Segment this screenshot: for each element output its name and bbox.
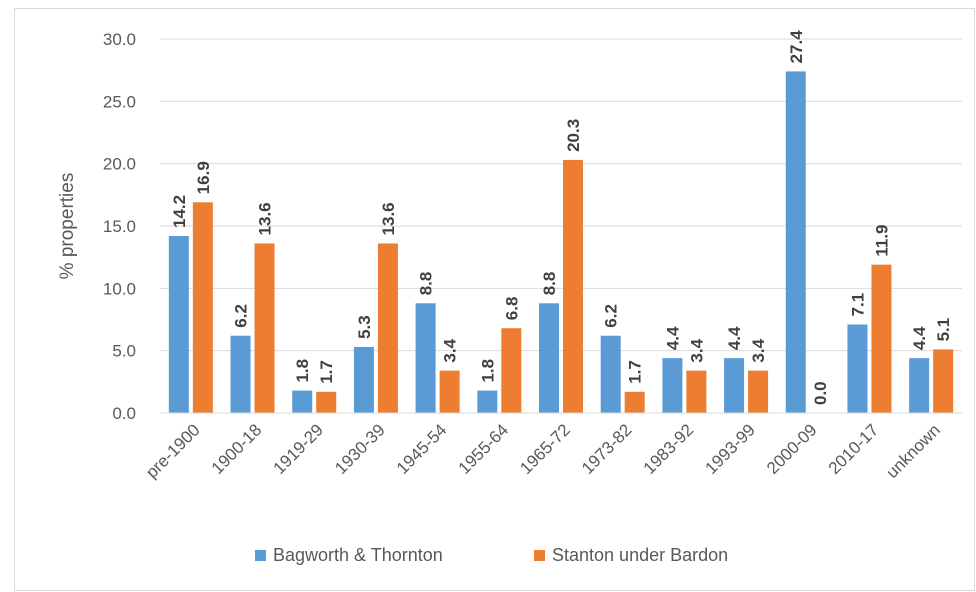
bar-bagworth: [292, 390, 313, 413]
x-axis-ticks: pre-1900 1900-18 1919-29 1930-39 1945-54 1955…: [142, 420, 944, 482]
x-tick-label: 1983-92: [640, 420, 698, 478]
bar-bagworth: [600, 335, 621, 413]
y-tick-label: 30.0: [103, 30, 136, 49]
data-label: 6.8: [502, 297, 521, 321]
x-tick-label: pre-1900: [142, 420, 204, 482]
y-axis-title: % properties: [57, 173, 78, 280]
x-tick-label: 1900-18: [208, 420, 266, 478]
bar-stanton: [377, 243, 398, 413]
legend-label: Stanton under Bardon: [552, 545, 728, 565]
bar-stanton: [871, 264, 892, 413]
gridlines: [160, 38, 962, 352]
data-label: 7.1: [848, 293, 867, 317]
bar-stanton: [933, 349, 954, 413]
y-tick-label: 10.0: [103, 279, 136, 298]
y-tick-label: 25.0: [103, 92, 136, 111]
data-label: 6.2: [602, 304, 621, 328]
x-tick-label: 1945-54: [393, 420, 451, 478]
legend-swatch: [255, 550, 266, 561]
data-label: 20.3: [564, 119, 583, 152]
data-label: 3.4: [441, 338, 460, 362]
data-label: 1.7: [317, 360, 336, 384]
data-label: 11.9: [872, 224, 891, 256]
bar-stanton: [563, 159, 583, 413]
data-label: 3.4: [687, 338, 706, 362]
bar-bagworth: [477, 390, 498, 413]
data-label: 14.2: [170, 195, 189, 228]
legend-swatch: [534, 550, 545, 561]
x-tick-label: 1973-82: [578, 420, 636, 478]
data-label: 4.4: [663, 326, 682, 350]
bar-bagworth: [168, 235, 189, 413]
data-label: 4.4: [725, 326, 744, 350]
bar-stanton: [624, 391, 645, 413]
data-label: 1.8: [478, 359, 497, 383]
bar-bagworth: [909, 358, 930, 413]
data-label: 16.9: [194, 161, 213, 194]
y-tick-label: 20.0: [103, 155, 136, 174]
bar-bagworth: [415, 303, 436, 413]
x-tick-label: 1993-99: [701, 420, 759, 478]
data-labels: 14.2 16.9 6.2 13.6 1.8 1.7 5.3 13.6 8.8 3.4 1.8 6.8…: [170, 30, 953, 405]
data-label: 6.2: [232, 304, 251, 328]
data-label: 13.6: [256, 202, 275, 235]
data-label: 13.6: [379, 202, 398, 235]
bar-bagworth: [662, 358, 683, 413]
bar-bagworth: [785, 71, 806, 413]
bar-bagworth: [230, 335, 251, 413]
y-axis-ticks: 0.0 5.0 10.0 15.0 20.0 25.0 30.0: [103, 30, 136, 423]
data-label: 1.8: [293, 359, 312, 383]
data-label: 5.3: [355, 315, 374, 339]
data-label: 0.0: [811, 381, 830, 405]
legend-label: Bagworth & Thornton: [273, 545, 443, 565]
legend: Bagworth & Thornton Stanton under Bardon: [255, 545, 728, 565]
x-tick-label: 1919-29: [270, 420, 328, 478]
data-label: 1.7: [626, 360, 645, 384]
data-label: 4.4: [910, 326, 929, 350]
bar-stanton: [316, 391, 337, 413]
bar-bagworth: [724, 358, 745, 413]
bar-bagworth: [353, 346, 374, 413]
bar-stanton: [501, 328, 522, 413]
y-tick-label: 15.0: [103, 217, 136, 236]
y-tick-label: 0.0: [112, 404, 136, 423]
bar-stanton: [192, 202, 213, 413]
bar-bagworth: [539, 303, 559, 413]
x-tick-label: 2010-17: [825, 420, 883, 478]
x-tick-label: unknown: [882, 420, 944, 482]
data-label: 8.8: [417, 272, 436, 296]
data-label: 3.4: [749, 338, 768, 362]
bar-stanton: [439, 370, 460, 413]
data-label: 27.4: [787, 30, 806, 64]
x-tick-label: 1930-39: [331, 420, 389, 478]
data-label: 5.1: [934, 318, 953, 342]
bar-stanton: [686, 370, 707, 413]
y-tick-label: 5.0: [112, 342, 136, 361]
bar-bagworth: [847, 324, 868, 413]
x-tick-label: 2000-09: [763, 420, 821, 478]
bars: [168, 71, 954, 413]
bar-stanton: [254, 243, 275, 413]
data-label: 8.8: [540, 272, 559, 296]
bar-stanton: [748, 370, 769, 413]
x-tick-label: 1965-72: [516, 420, 574, 478]
x-tick-label: 1955-64: [455, 420, 513, 478]
